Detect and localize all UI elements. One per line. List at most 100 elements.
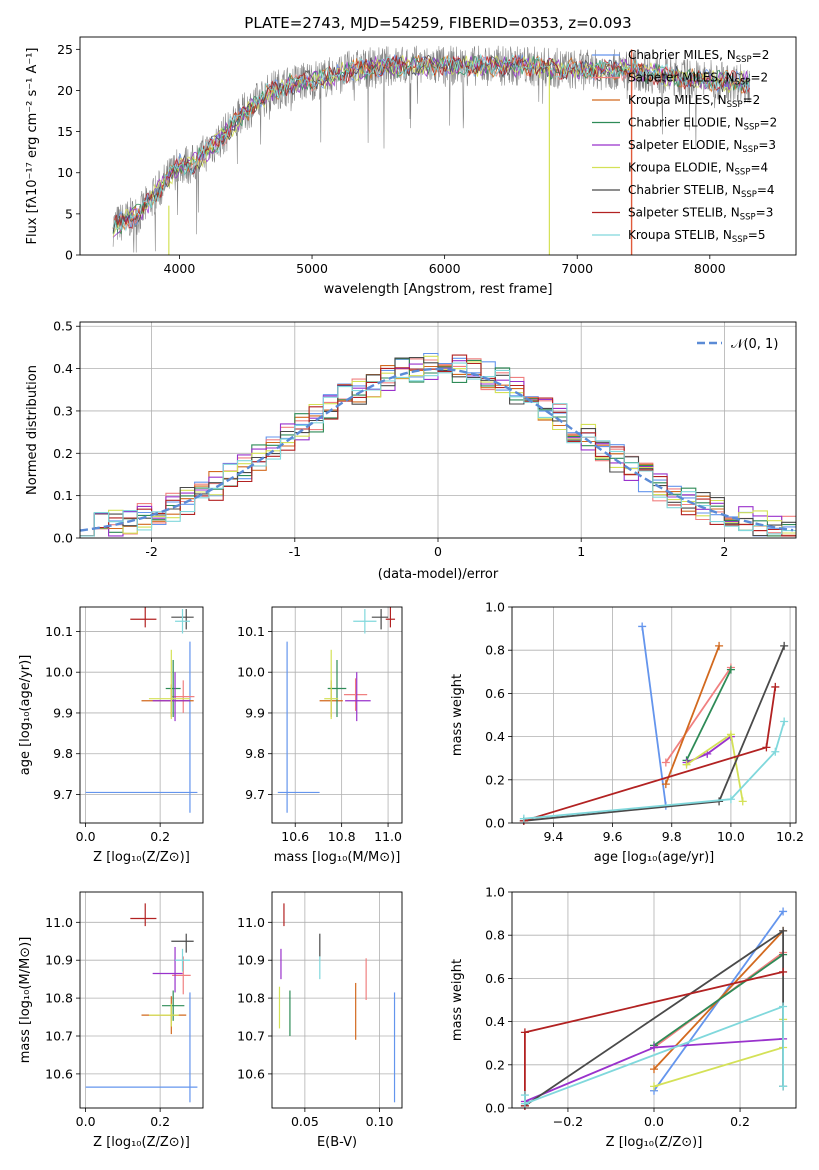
y-tick-label: 0.0 xyxy=(485,816,505,831)
x-tick-label: 10.2 xyxy=(776,829,804,844)
axes-weight-vs-age: 9.4 9.6 9.8 10.0 10.2 0.0 0.2 0.4 0.6 0.8 1.0 age [… xyxy=(450,600,804,866)
y-tick-label: 0.6 xyxy=(485,971,505,986)
y-tick-label: 10.8 xyxy=(237,991,265,1006)
weight-marker xyxy=(520,1028,529,1037)
x-axis-label: (data-model)/error xyxy=(378,567,499,582)
y-tick-label: 25 xyxy=(57,42,73,57)
legend-entry: Kroupa STELIB, NSSP=5 xyxy=(628,228,766,245)
legend-text: Chabrier STELIB, N xyxy=(628,183,741,197)
x-tick-label: 8000 xyxy=(694,261,726,276)
y-tick-label: 9.7 xyxy=(245,787,265,802)
y-axis-label: mass weight xyxy=(450,959,465,1041)
weight-marker xyxy=(682,760,691,769)
y-tick-label: 0.3 xyxy=(53,403,73,418)
legend-text: Salpeter MILES, N xyxy=(628,71,735,85)
axes-mass-vs-EBV: 0.05 0.10 10.6 10.7 10.8 10.9 11.0 E(B-V) xyxy=(237,891,403,1150)
y-axis-label: age [log₁₀(age/yr)] xyxy=(18,655,33,776)
axes-frame xyxy=(271,606,403,824)
y-axis-label: mass [log₁₀(M/M⊙)] xyxy=(18,937,33,1064)
axes-spectrum: 4000 5000 6000 7000 8000 0 5 10 15 20 25 PLATE=2743… xyxy=(25,14,797,297)
x-tick-label: 2 xyxy=(720,544,728,559)
legend-entry: Salpeter STELIB, NSSP=3 xyxy=(628,206,773,223)
y-tick-label: 9.8 xyxy=(53,746,73,761)
axes-frame xyxy=(271,891,403,1109)
y-tick-label: 0.4 xyxy=(485,729,505,744)
y-axis-label: Flux [fλ10⁻¹⁷ erg cm⁻² s⁻¹ A⁻¹] xyxy=(25,48,40,245)
legend-subscript: SSP xyxy=(740,213,756,223)
x-tick-label: 0.0 xyxy=(76,829,96,844)
model-spectrum-line xyxy=(112,53,750,232)
legend-entry: 𝒩(0, 1) xyxy=(731,337,778,352)
legend-tail: =2 xyxy=(760,116,778,130)
legend-tail: =5 xyxy=(748,228,766,242)
y-tick-label: 10.0 xyxy=(45,665,73,680)
y-tick-label: 0.4 xyxy=(485,1014,505,1029)
x-tick-label: -1 xyxy=(289,544,301,559)
y-tick-label: 10.7 xyxy=(237,1029,265,1044)
weight-marker xyxy=(780,641,789,650)
y-tick-label: 11.0 xyxy=(45,915,73,930)
legend-entry: Kroupa ELODIE, NSSP=4 xyxy=(628,161,768,178)
x-axis-label: mass [log₁₀(M/M⊙)] xyxy=(274,850,401,865)
y-tick-label: 9.8 xyxy=(245,746,265,761)
y-tick-label: 0.5 xyxy=(53,319,73,334)
legend-entry: Chabrier MILES, NSSP=2 xyxy=(628,48,769,65)
axes-frame xyxy=(79,891,204,1109)
x-axis-label: age [log₁₀(age/yr)] xyxy=(594,850,715,865)
axes-frame xyxy=(79,606,204,824)
weight-marker xyxy=(661,758,670,767)
weight-marker xyxy=(779,967,788,976)
y-tick-label: 0 xyxy=(65,248,73,263)
y-tick-label: 0.6 xyxy=(485,686,505,701)
weight-marker xyxy=(771,682,780,691)
x-tick-label: 9.8 xyxy=(662,829,682,844)
legend-entry: Salpeter ELODIE, NSSP=3 xyxy=(628,138,776,155)
y-tick-label: 10.7 xyxy=(45,1029,73,1044)
y-axis-label: Normed distribution xyxy=(25,365,40,495)
legend-tail: =2 xyxy=(743,93,761,107)
weight-marker xyxy=(780,717,789,726)
x-tick-label: 1 xyxy=(577,544,585,559)
weight-marker xyxy=(650,1065,658,1074)
x-tick-label: 6000 xyxy=(429,261,461,276)
axes-mass-vs-Z: 0.0 0.2 10.6 10.7 10.8 10.9 11.0 Z [log₁₀(Z/Z⊙)… xyxy=(18,891,204,1150)
y-tick-label: 0.4 xyxy=(53,361,73,376)
legend-text: Kroupa ELODIE, N xyxy=(628,161,735,175)
weight-line xyxy=(653,1019,784,1088)
legend-entry: Chabrier ELODIE, NSSP=2 xyxy=(628,116,777,133)
residual-histogram xyxy=(80,362,796,537)
legend-text: Kroupa STELIB, N xyxy=(628,228,732,242)
legend-subscript: SSP xyxy=(741,190,757,200)
y-tick-label: 10.6 xyxy=(237,1066,265,1081)
legend-tail: =3 xyxy=(758,138,776,152)
y-tick-label: 10.1 xyxy=(45,624,73,639)
legend-text: Chabrier ELODIE, N xyxy=(628,116,744,130)
weight-line xyxy=(524,1005,784,1106)
weight-marker xyxy=(771,747,780,756)
y-tick-label: 1.0 xyxy=(485,885,505,900)
weight-line xyxy=(523,686,777,822)
legend-entry: Kroupa MILES, NSSP=2 xyxy=(628,93,760,110)
axes-age-vs-mass: 10.6 10.8 11.0 9.7 9.8 9.9 10.0 10.1 mass [log₁₀… xyxy=(237,606,403,865)
y-tick-label: 10.9 xyxy=(45,953,73,968)
axes-frame xyxy=(511,891,797,1109)
legend-subscript: SSP xyxy=(736,55,752,65)
legend-subscript: SSP xyxy=(735,78,751,88)
weight-marker xyxy=(519,814,528,823)
weight-line xyxy=(653,953,784,1047)
x-tick-label: 11.0 xyxy=(374,829,402,844)
y-tick-label: 10.1 xyxy=(237,624,265,639)
weight-marker xyxy=(715,641,724,650)
y-tick-label: 0.2 xyxy=(485,1057,505,1072)
x-tick-label: 9.6 xyxy=(603,829,623,844)
axes-frame xyxy=(79,321,797,539)
weight-marker xyxy=(661,780,670,789)
y-tick-label: 5 xyxy=(65,206,73,221)
y-tick-label: 0.2 xyxy=(485,772,505,787)
legend-entry: Chabrier STELIB, NSSP=4 xyxy=(628,183,775,200)
chart-title: PLATE=2743, MJD=54259, FIBERID=0353, z=0… xyxy=(244,14,631,32)
x-tick-label: 0.05 xyxy=(291,1114,319,1129)
weight-marker xyxy=(762,743,771,752)
weight-line xyxy=(641,626,667,806)
x-tick-label: 0.2 xyxy=(730,1114,750,1129)
